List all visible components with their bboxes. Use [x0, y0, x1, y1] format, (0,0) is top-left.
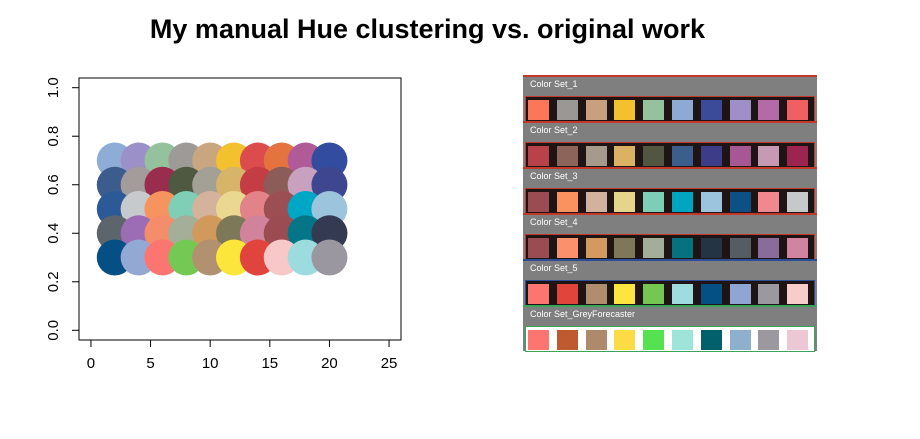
color-swatch: [729, 330, 751, 350]
scatter-points: [96, 142, 348, 276]
color-swatch: [700, 284, 722, 304]
color-swatch: [729, 284, 751, 304]
color-swatch: [700, 192, 722, 212]
color-swatch: [528, 192, 549, 212]
color-set-swatch-strip: [525, 96, 815, 122]
color-swatch: [585, 146, 607, 166]
x-tick-label: 5: [146, 355, 154, 372]
color-set-swatch-strip: [525, 326, 815, 352]
y-tick-label: 0.0: [45, 320, 62, 341]
color-swatch: [614, 284, 636, 304]
y-axis: 0.0 0.2 0.4 0.6 0.8 1.0: [45, 77, 80, 341]
color-swatch: [787, 146, 809, 166]
color-swatch: [729, 192, 751, 212]
color-swatch: [614, 238, 636, 258]
color-swatch: [528, 146, 549, 166]
color-swatch: [672, 192, 693, 212]
color-set-label: Color Set_3: [530, 171, 578, 181]
color-swatch: [556, 238, 578, 258]
x-axis: 0 5 10 15 20 25: [87, 339, 398, 372]
color-swatch: [758, 192, 780, 212]
color-swatch: [528, 330, 549, 350]
color-set-swatch-strip: [525, 142, 815, 168]
color-set-label: Color Set_4: [530, 217, 578, 227]
color-set-block: Color Set_3: [523, 167, 817, 214]
hue-cluster-scatter-plot: 0 5 10 15 20 25 0.0 0.2 0.4 0.6 0.8 1.0: [45, 77, 402, 372]
color-swatch: [528, 100, 549, 120]
color-swatch: [614, 146, 636, 166]
x-tick-label: 20: [321, 355, 338, 372]
color-swatch: [787, 284, 809, 304]
color-swatch: [700, 330, 722, 350]
color-swatch: [643, 100, 665, 120]
color-swatch: [585, 330, 607, 350]
x-tick-label: 0: [87, 355, 95, 372]
color-swatch: [556, 146, 578, 166]
color-swatch: [614, 192, 636, 212]
color-swatch: [614, 330, 636, 350]
color-set-palette-panel: Color Set_1 Color Set_2 Color Set_3 Color S…: [523, 75, 817, 352]
color-set-swatch-strip: [525, 280, 815, 306]
color-point: [311, 239, 348, 276]
color-set-block: Color Set_5: [523, 259, 817, 306]
color-swatch: [672, 238, 693, 258]
color-swatch: [614, 100, 636, 120]
color-set-label: Color Set_2: [530, 125, 578, 135]
color-set-block: Color Set_4: [523, 213, 817, 260]
color-swatch: [729, 238, 751, 258]
color-swatch: [556, 100, 578, 120]
color-swatch: [585, 192, 607, 212]
x-tick-label: 15: [261, 355, 278, 372]
color-set-label: Color Set_5: [530, 263, 578, 273]
color-swatch: [729, 100, 751, 120]
color-swatch: [585, 100, 607, 120]
color-swatch: [585, 284, 607, 304]
color-swatch: [758, 100, 780, 120]
page-title: My manual Hue clustering vs. original wo…: [149, 14, 706, 44]
x-tick-label: 25: [381, 355, 398, 372]
color-swatch: [585, 238, 607, 258]
color-swatch: [700, 146, 722, 166]
color-swatch: [758, 238, 780, 258]
color-swatch: [643, 238, 665, 258]
color-swatch: [528, 284, 549, 304]
color-swatch: [556, 284, 578, 304]
color-swatch: [758, 330, 780, 350]
color-swatch: [672, 284, 693, 304]
color-swatch: [528, 238, 549, 258]
color-swatch: [787, 192, 809, 212]
color-swatch: [643, 146, 665, 166]
color-swatch: [643, 284, 665, 304]
color-set-block: Color Set_GreyForecaster: [523, 305, 817, 352]
y-tick-label: 1.0: [45, 77, 62, 98]
color-set-label: Color Set_GreyForecaster: [530, 309, 636, 319]
color-swatch: [700, 238, 722, 258]
color-swatch: [672, 330, 693, 350]
color-set-swatch-strip: [525, 234, 815, 260]
color-swatch: [729, 146, 751, 166]
x-tick-label: 10: [202, 355, 219, 372]
color-swatch: [643, 330, 665, 350]
color-set-block: Color Set_2: [523, 121, 817, 168]
color-swatch: [672, 100, 693, 120]
y-tick-label: 0.8: [45, 126, 62, 147]
color-set-block: Color Set_1: [523, 75, 817, 122]
color-swatch: [787, 238, 809, 258]
y-tick-label: 0.2: [45, 271, 62, 292]
color-swatch: [556, 192, 578, 212]
color-swatch: [758, 284, 780, 304]
color-swatch: [787, 100, 809, 120]
color-set-label: Color Set_1: [530, 79, 578, 89]
color-swatch: [787, 330, 809, 350]
color-swatch: [556, 330, 578, 350]
color-swatch: [672, 146, 693, 166]
y-tick-label: 0.6: [45, 174, 62, 195]
color-set-swatch-strip: [525, 188, 815, 214]
y-tick-label: 0.4: [45, 223, 62, 244]
color-swatch: [758, 146, 780, 166]
color-swatch: [700, 100, 722, 120]
color-swatch: [643, 192, 665, 212]
